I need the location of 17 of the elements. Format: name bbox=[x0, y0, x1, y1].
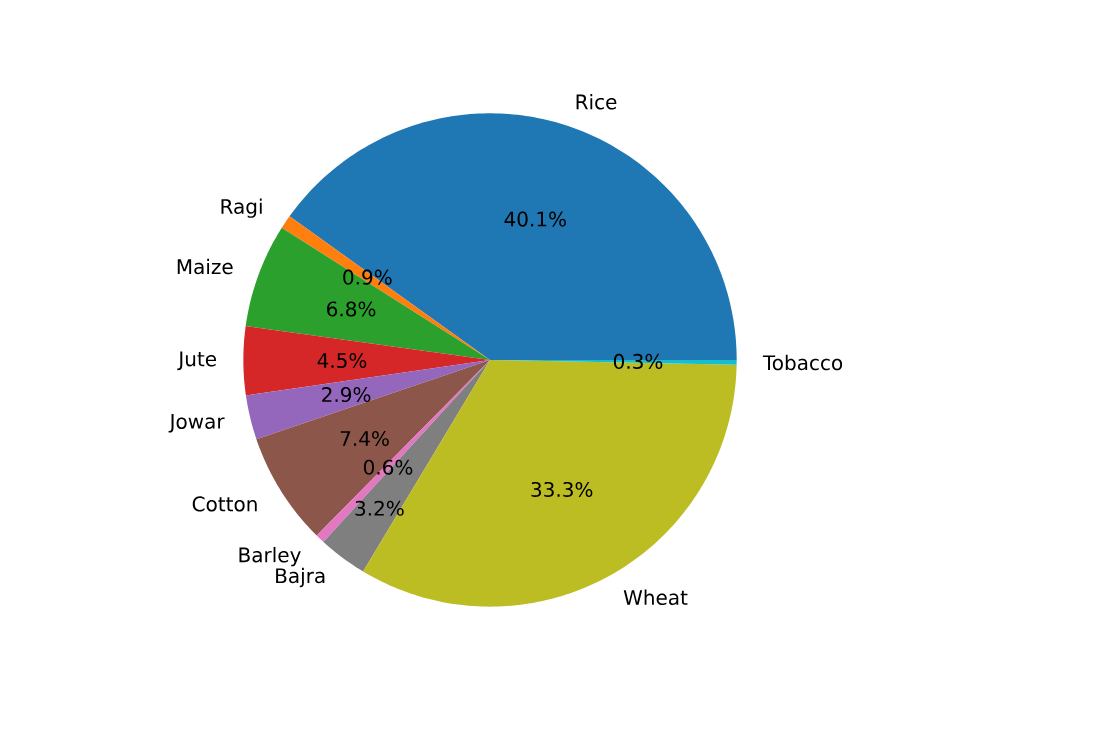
slice-label: Rice bbox=[576, 94, 617, 110]
data-label: 40.1% bbox=[504, 211, 566, 227]
data-label: 4.5% bbox=[317, 353, 367, 369]
slice-label: Jowar bbox=[168, 414, 225, 433]
slice-label: Jute bbox=[177, 351, 216, 371]
data-label: 6.8% bbox=[327, 301, 376, 317]
slice-label: Tobacco bbox=[762, 354, 843, 371]
slice-label: Barley bbox=[239, 547, 301, 567]
data-label: 7.4% bbox=[340, 431, 389, 447]
slice-label: Cotton bbox=[192, 496, 257, 512]
data-label: 2.9% bbox=[322, 387, 371, 403]
slice-label: Wheat bbox=[623, 589, 688, 606]
data-label: 33.3% bbox=[531, 482, 593, 498]
data-label: 0.9% bbox=[343, 269, 392, 285]
slice-label: Maize bbox=[177, 258, 233, 275]
slice-label: Bajra bbox=[276, 567, 325, 588]
slice-label: Ragi bbox=[221, 198, 262, 219]
